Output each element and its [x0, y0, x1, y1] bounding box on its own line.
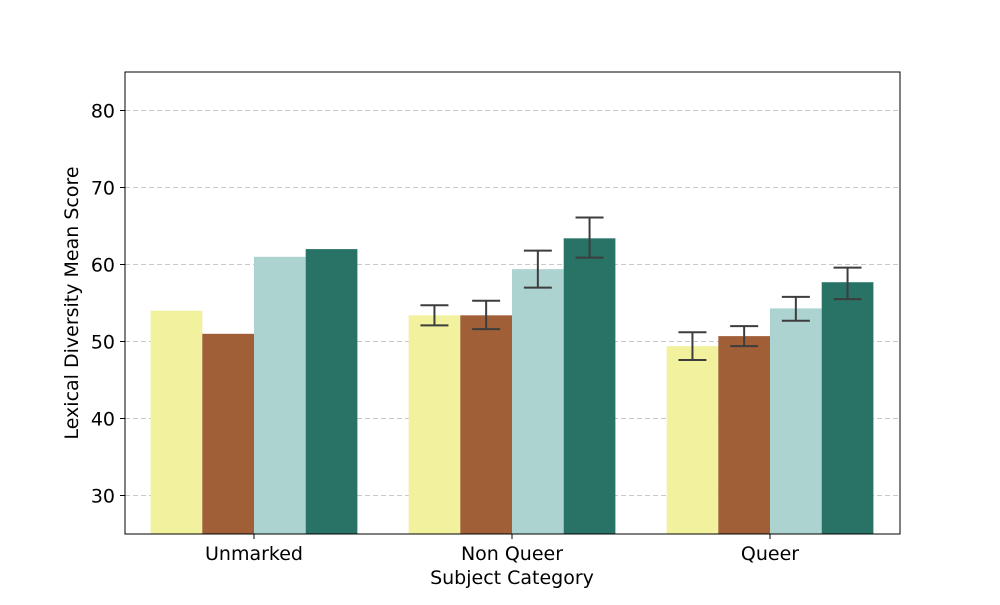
- y-tick-label: 60: [91, 255, 115, 277]
- error-bars: [420, 216, 862, 361]
- x-tick-label: Non Queer: [461, 543, 563, 565]
- x-tick-label: Unmarked: [205, 543, 303, 565]
- y-axis-ticks: 30 40 50 60 70 80: [91, 101, 125, 508]
- bar: [408, 315, 461, 534]
- bar: [666, 346, 719, 534]
- bar: [770, 308, 822, 534]
- x-axis-ticks: Unmarked Non Queer Queer: [205, 534, 799, 565]
- bar: [821, 282, 874, 534]
- bar: [202, 333, 254, 534]
- x-tick-label: Queer: [741, 543, 799, 565]
- bars: [150, 238, 874, 534]
- y-axis-label: Lexical Diversity Mean Score: [61, 166, 83, 439]
- y-tick-label: 50: [91, 332, 115, 354]
- x-axis-label: Subject Category: [430, 567, 594, 589]
- bar: [512, 269, 564, 534]
- y-tick-label: 30: [91, 486, 115, 508]
- bar: [460, 315, 512, 534]
- bar: [305, 249, 358, 534]
- y-tick-label: 70: [91, 178, 115, 200]
- bar: [563, 238, 616, 534]
- bar: [150, 310, 203, 534]
- y-tick-label: 80: [91, 101, 115, 123]
- bar: [718, 336, 770, 534]
- y-tick-label: 40: [91, 409, 115, 431]
- bar: [254, 256, 306, 534]
